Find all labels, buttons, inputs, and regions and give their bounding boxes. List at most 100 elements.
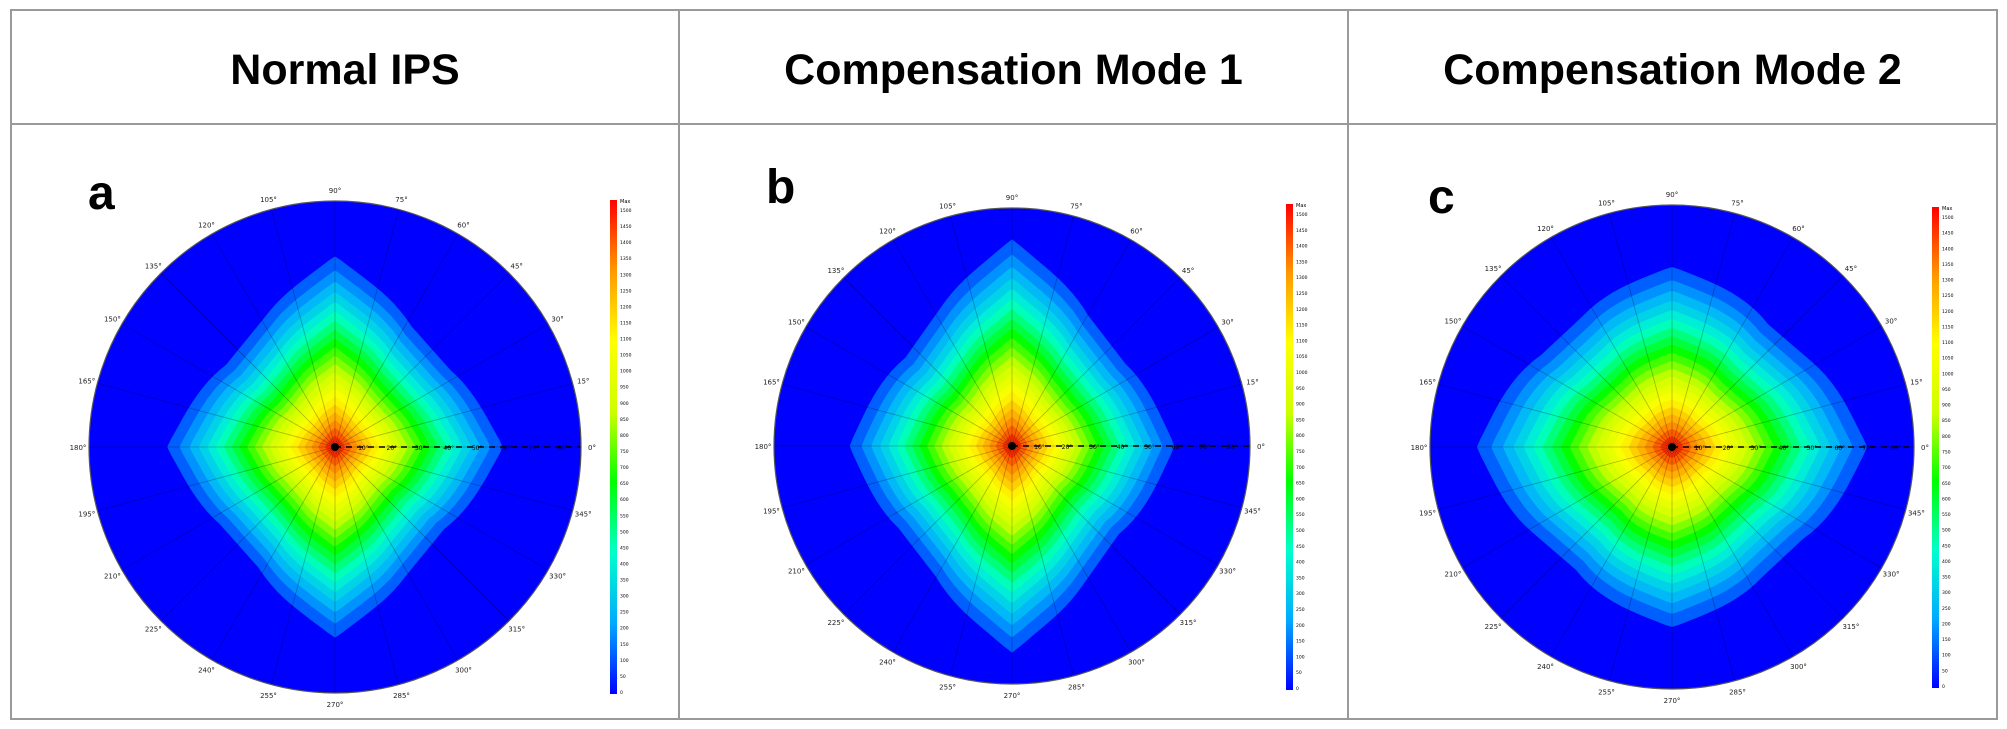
colorbar-tick-label: 50	[1942, 668, 1948, 674]
colorbar-tick-label: 1300	[1296, 275, 1308, 281]
angle-tick-label: 0°	[1257, 443, 1265, 451]
angle-tick-label: 90°	[329, 187, 341, 195]
panel-letter-b: b	[766, 161, 796, 214]
radial-tick-label: 60°	[1834, 445, 1845, 452]
colorbar-tick-label: 100	[1296, 654, 1305, 660]
colorbar-tick-label: 1350	[1296, 259, 1308, 265]
radial-tick-label: 30°	[415, 445, 426, 452]
colorbar-tick-label: 1250	[1296, 291, 1308, 297]
colorbar-tick-label: 1250	[1942, 293, 1954, 299]
radial-tick-label: 40°	[443, 445, 454, 452]
colorbar-tick-label: 600	[1296, 496, 1305, 502]
colorbar-tick-label: 1150	[1942, 324, 1954, 330]
colorbar-tick-label: 700	[620, 465, 629, 471]
colorbar-tick-label: 1500	[620, 208, 632, 214]
colorbar-tick-label: 800	[1942, 434, 1951, 440]
colorbar-tick-label: 350	[620, 578, 629, 584]
colorbar-tick-label: 700	[1296, 465, 1305, 471]
radial-tick-label: 10°	[1695, 445, 1706, 452]
angle-tick-label: 345°	[1244, 507, 1261, 515]
angle-tick-label: 330°	[1883, 571, 1900, 579]
colorbar-tick-label: 500	[1296, 528, 1305, 534]
colorbar-tick-label: 1450	[1942, 231, 1954, 237]
angle-tick-label: 165°	[763, 379, 780, 387]
colorbar-tick-label: 550	[620, 513, 629, 519]
colorbar-tick-label: 250	[1296, 607, 1305, 613]
colorbar-tick-label: 200	[620, 626, 629, 632]
colorbar-tick-label: 200	[1296, 623, 1305, 629]
colorbar-tick-label: 650	[620, 481, 629, 487]
radial-tick-label: 80°	[1890, 445, 1901, 452]
colorbar-tick-label: 500	[620, 529, 629, 535]
angle-tick-label: 285°	[393, 692, 410, 700]
angle-tick-label: 225°	[1485, 623, 1502, 631]
angle-tick-label: 75°	[395, 196, 407, 204]
angle-tick-label: 150°	[104, 316, 121, 324]
angle-tick-label: 315°	[508, 626, 525, 634]
colorbar-tick-label: 1000	[1942, 371, 1954, 377]
colorbar-tick-label: 1200	[1296, 307, 1308, 313]
radial-tick-label: 50°	[1144, 444, 1155, 451]
colorbar-max-label: Max	[1296, 203, 1306, 209]
polar-plot-a: 10° 20° 30° 40° 50° 60° 70° 80° 0° 15° 30° 45° 60° 75…	[70, 187, 632, 709]
panel-title-b: Compensation Mode 1	[784, 46, 1243, 94]
angle-tick-label: 45°	[510, 262, 522, 270]
colorbar-tick-label: 1500	[1942, 215, 1954, 221]
panel-letter-a: a	[88, 167, 115, 220]
angle-tick-label: 345°	[575, 511, 592, 519]
angle-tick-label: 255°	[260, 692, 277, 700]
radial-tick-label: 30°	[1751, 445, 1762, 452]
angle-tick-label: 30°	[1221, 319, 1233, 327]
colorbar-tick-label: 300	[620, 594, 629, 600]
angle-tick-label: 45°	[1182, 267, 1194, 275]
colorbar-max-label: Max	[620, 199, 630, 205]
colorbar-tick-label: 950	[1942, 387, 1951, 393]
angle-tick-label: 120°	[198, 221, 215, 229]
colorbar-tick-label: 150	[620, 642, 629, 648]
colorbar-tick-label: 750	[1296, 449, 1305, 455]
colorbar-tick-label: 300	[1942, 590, 1951, 596]
colorbar-tick-label: 350	[1942, 575, 1951, 581]
colorbar-tick-label: 850	[1942, 418, 1951, 424]
angle-tick-label: 195°	[78, 511, 95, 519]
angle-tick-label: 345°	[1908, 510, 1925, 518]
colorbar-tick-label: 650	[1942, 481, 1951, 487]
panel-letter-c: c	[1428, 171, 1455, 224]
angle-tick-label: 120°	[879, 227, 896, 235]
radial-tick-label: 10°	[358, 445, 369, 452]
angle-tick-label: 195°	[763, 507, 780, 515]
colorbar-tick-label: 800	[620, 433, 629, 439]
colorbar-tick-label: 1000	[1296, 370, 1308, 376]
angle-tick-label: 75°	[1070, 203, 1082, 211]
radial-tick-label: 40°	[1117, 444, 1128, 451]
colorbar-tick-label: 800	[1296, 433, 1305, 439]
colorbar-tick-label: 1400	[620, 240, 632, 246]
colorbar-tick-label: 1050	[620, 353, 632, 359]
angle-tick-label: 60°	[1130, 227, 1142, 235]
colorbar-tick-label: 1350	[620, 256, 632, 262]
angle-tick-label: 330°	[1219, 568, 1236, 576]
angle-tick-label: 285°	[1729, 688, 1746, 696]
angle-tick-label: 60°	[457, 221, 469, 229]
colorbar-tick-label: 1450	[620, 224, 632, 230]
colorbar-tick-label: 50	[1296, 670, 1302, 676]
angle-tick-label: 225°	[827, 619, 844, 627]
angle-tick-label: 45°	[1845, 265, 1857, 273]
angle-tick-label: 105°	[260, 196, 277, 204]
angle-tick-label: 210°	[1444, 571, 1461, 579]
radial-tick-label: 20°	[1723, 445, 1734, 452]
angle-tick-label: 300°	[1128, 659, 1145, 667]
colorbar-max-label: Max	[1942, 206, 1952, 212]
colorbar-tick-label: 1350	[1942, 262, 1954, 268]
colorbar-tick-label: 0	[1942, 684, 1945, 690]
center-point	[1668, 443, 1676, 451]
colorbar-tick-label: 1100	[1942, 340, 1954, 346]
center-point	[1008, 442, 1016, 450]
colorbar-tick-label: 900	[1296, 402, 1305, 408]
angle-tick-label: 0°	[1921, 444, 1929, 452]
colorbar-tick-label: 250	[620, 610, 629, 616]
colorbar-tick-label: 550	[1296, 512, 1305, 518]
radial-tick-label: 70°	[1862, 445, 1873, 452]
angle-tick-label: 180°	[755, 443, 772, 451]
